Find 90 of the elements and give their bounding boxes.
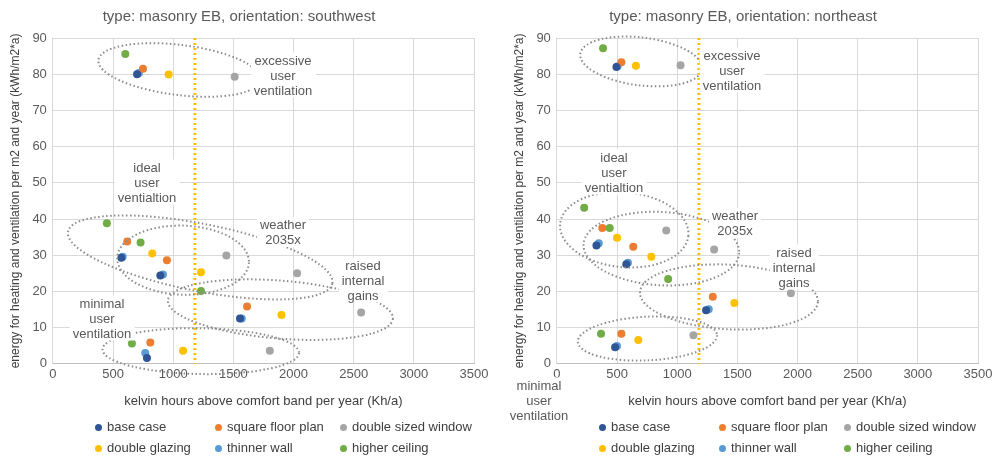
point (357, 308, 366, 317)
y-tick-label: 30 (536, 246, 551, 262)
y-tick-label: 10 (32, 319, 47, 335)
x-tick-label: 1500 (218, 366, 248, 382)
x-tick-label: 1000 (158, 366, 188, 382)
point (138, 64, 147, 73)
legend-label: double glazing (107, 440, 191, 455)
y-tick-label: 70 (32, 101, 47, 117)
x-axis-title: kelvin hours above comfort band per year (Kh/a) (124, 392, 403, 408)
point (597, 329, 606, 338)
point (580, 203, 589, 212)
point (265, 346, 274, 355)
annotation: raised internal gains (338, 257, 388, 303)
y-tick-label: 0 (543, 355, 551, 371)
x-tick-label: 2000 (279, 366, 308, 382)
y-tick-label: 20 (32, 282, 47, 298)
annotation: excessive user ventilation (250, 52, 316, 98)
x-tick-label: 2500 (843, 366, 873, 382)
text: minimal user ventilation (506, 377, 572, 423)
y-tick-label: 60 (32, 138, 47, 154)
point (617, 329, 626, 338)
point (121, 49, 130, 58)
y-tick-label: 90 (32, 29, 47, 45)
chart-title: type: masonry EB, orientation: northeast (609, 7, 878, 25)
y-tick-label: 40 (32, 210, 47, 226)
point (599, 44, 608, 53)
y-tick-label: 80 (536, 65, 551, 81)
legend-label: double glazing (611, 440, 695, 455)
y-tick-label: 70 (536, 101, 551, 117)
x-tick-label: 0 (49, 366, 57, 382)
legend-label: base case (107, 419, 167, 434)
annotation: weather 2035x (708, 208, 762, 238)
legend-label: thinner wall (227, 440, 293, 455)
point (148, 249, 157, 258)
point (146, 338, 155, 347)
y-tick-label: 80 (32, 65, 47, 81)
annotation: minimal user ventilation (69, 295, 135, 341)
x-axis-title: kelvin hours above comfort band per year (Kh/a) (628, 392, 907, 408)
annotation: raised internal gains (769, 244, 819, 290)
point (102, 219, 111, 228)
y-tick-label: 30 (32, 246, 47, 262)
y-tick-label: 40 (536, 210, 551, 226)
y-tick-label: 60 (536, 138, 551, 154)
legend-label: base case (611, 419, 671, 434)
legend-label: double sized window (856, 419, 976, 434)
y-axis-title: energy for heating and ventilation per m2 and year (kWh/m2*a) (7, 33, 22, 369)
x-tick-label: 2000 (783, 366, 812, 382)
y-tick-label: 50 (536, 174, 551, 190)
annotation: weather 2035x (256, 217, 310, 247)
point (179, 346, 188, 355)
point (689, 331, 698, 340)
x-tick-label: 3500 (963, 366, 993, 382)
chart-title: type: masonry EB, orientation: southwest (102, 7, 377, 25)
x-tick-label: 3500 (459, 366, 489, 382)
y-tick-label: 0 (39, 355, 47, 371)
point (127, 339, 136, 348)
legend-label: double sized window (352, 419, 472, 434)
point (230, 72, 239, 81)
y-axis-title: energy for heating and ventilation per m2 and year (kWh/m2*a) (511, 33, 526, 369)
x-tick-label: 1000 (662, 366, 692, 382)
point (293, 269, 302, 278)
legend-label: thinner wall (731, 440, 797, 455)
point (243, 302, 252, 311)
x-tick-label: 500 (606, 366, 628, 382)
x-tick-label: 3000 (903, 366, 933, 382)
point (676, 61, 685, 70)
x-tick-label: 3000 (399, 366, 429, 382)
point (142, 354, 151, 363)
y-tick-label: 10 (536, 319, 551, 335)
x-tick-label: 500 (102, 366, 124, 382)
x-tick-label: 1500 (722, 366, 752, 382)
annotation: excessive user ventilation (699, 47, 765, 93)
legend-label: higher ceiling (856, 440, 933, 455)
point (136, 238, 145, 247)
annotation: ideal user ventialtion (581, 149, 647, 195)
point (196, 268, 205, 277)
y-tick-label: 90 (536, 29, 551, 45)
point (277, 310, 286, 319)
point (634, 335, 643, 344)
y-tick-label: 20 (536, 282, 551, 298)
point (162, 256, 171, 265)
legend-label: higher ceiling (352, 440, 429, 455)
point (164, 70, 173, 79)
legend-label: square floor plan (731, 419, 828, 434)
point (631, 61, 640, 70)
legend-label: square floor plan (227, 419, 324, 434)
y-tick-label: 50 (32, 174, 47, 190)
annotation: ideal user ventialtion (114, 159, 180, 205)
x-tick-label: 2500 (339, 366, 369, 382)
point (222, 251, 231, 260)
